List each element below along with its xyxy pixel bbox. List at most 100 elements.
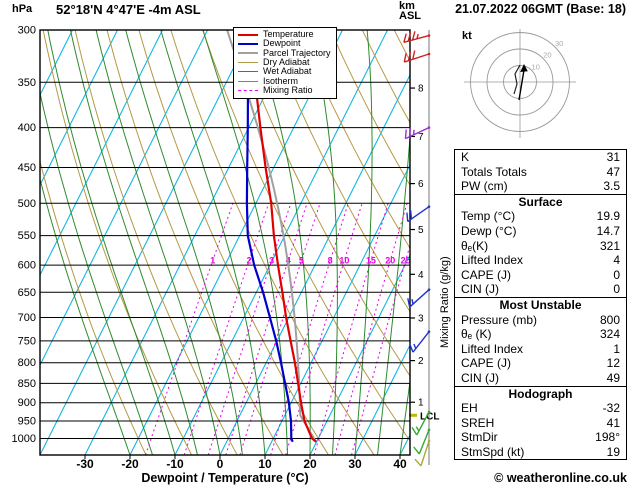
stat-value: 3.5 [603, 179, 620, 194]
stat-value: 198° [595, 430, 620, 445]
stat-label: CAPE (J) [461, 267, 512, 282]
stat-value: 800 [599, 312, 620, 327]
stat-row: PW (cm) 3.5 [455, 179, 626, 194]
hodograph-ring [486, 48, 554, 116]
hodograph-trace [513, 64, 521, 95]
km-tick-label: 8 [418, 84, 424, 95]
stat-row: EH -32 [455, 401, 626, 416]
legend-item: Dry Adiabat [238, 58, 331, 67]
legend-item: Parcel Trajectory [238, 47, 331, 58]
stat-value: 19 [606, 444, 620, 459]
legend-swatch [238, 62, 258, 64]
pressure-tick-label: 300 [18, 25, 36, 37]
stat-row: Temp (°C) 19.9 [455, 209, 626, 224]
km-tick-label: 6 [418, 179, 424, 190]
km-tick-label: 2 [418, 356, 424, 367]
dry-adiabat-lines [40, 30, 410, 455]
pressure-tick-label: 800 [18, 357, 36, 369]
stat-row: Lifted Index 4 [455, 253, 626, 268]
stat-label: K [461, 150, 470, 164]
wind-barb [413, 428, 431, 455]
pressure-tick-label: 750 [18, 335, 36, 347]
stat-row: Dewp (°C) 14.7 [455, 224, 626, 239]
pressure-tick-label: 850 [18, 378, 36, 390]
section-title: Most Unstable [455, 296, 626, 313]
legend-swatch [238, 42, 258, 45]
legend-label: Mixing Ratio [263, 84, 313, 95]
stat-row: CAPE (J) 0 [455, 268, 626, 283]
pressure-tick-label: 550 [18, 230, 36, 242]
mixing-ratio-label: 15 [366, 256, 376, 266]
km-tick-label: 3 [418, 313, 424, 324]
km-label-line1: km [399, 0, 415, 12]
stat-row: CIN (J) 49 [455, 371, 626, 386]
datetime-label: 21.07.2022 06GMT (Base: 18) [455, 2, 626, 16]
temp-tick-label: 30 [348, 457, 362, 471]
stat-label: Lifted Index [461, 341, 524, 356]
legend-label: Temperature [263, 29, 314, 40]
stat-label: EH [461, 401, 478, 416]
stat-row: Lifted Index 1 [455, 342, 626, 357]
legend-swatch [238, 71, 258, 73]
wind-barbs [403, 31, 431, 467]
wind-barb [403, 31, 431, 44]
stat-label: PW (cm) [461, 179, 508, 194]
plot-area: 1 2 3 4 5 8 10 15 20 25 [40, 30, 411, 455]
stat-value: 31 [606, 150, 620, 164]
mixing-ratio-label: 5 [299, 256, 304, 266]
pressure-unit-label: hPa [12, 3, 33, 15]
stat-label: Totals Totals [461, 164, 527, 179]
wind-barb [408, 330, 431, 353]
legend-item: Dewpoint [238, 39, 331, 48]
pressure-tick-label: 650 [18, 287, 36, 299]
stat-value: 4 [613, 253, 620, 268]
stat-row: CAPE (J) 12 [455, 356, 626, 371]
stat-value: 49 [606, 370, 620, 385]
stat-row: θₑ(K) 321 [455, 239, 626, 254]
pressure-tick-label: 500 [18, 198, 36, 210]
pressure-tick-label: 350 [18, 77, 36, 89]
wet-adiabat-lines [40, 30, 410, 455]
legend-label: Parcel Trajectory [263, 47, 331, 58]
stat-value: 12 [606, 356, 620, 371]
temperature-curve [250, 30, 317, 443]
stat-value: 19.9 [596, 209, 620, 224]
stat-label: StmDir [461, 430, 498, 445]
km-asl-ticks: 1 2 3 4 5 6 7 8 [410, 84, 424, 409]
legend-swatch [238, 52, 258, 55]
stat-label: CIN (J) [461, 370, 499, 385]
wind-barb [414, 439, 431, 467]
mixing-ratio-label: 25 [401, 256, 411, 266]
stat-value: 14.7 [596, 223, 620, 238]
stat-value: 324 [599, 327, 620, 342]
km-tick-label: 5 [418, 225, 424, 236]
skewt-chart: 1 2 3 4 5 8 10 15 20 25LCL30035040045050055060065… [12, 25, 440, 472]
mixing-ratio-label: 10 [339, 256, 349, 266]
temp-tick-label: 0 [217, 457, 224, 471]
stat-row: θₑ (K) 324 [455, 327, 626, 342]
stat-label: Temp (°C) [461, 209, 516, 224]
legend-swatch [238, 33, 258, 36]
pressure-tick-label: 600 [18, 260, 36, 272]
stat-value: 0 [613, 282, 620, 297]
stat-row: K 31 [455, 150, 626, 165]
storm-motion-arrowhead [520, 64, 528, 72]
stat-label: CIN (J) [461, 282, 499, 297]
mixing-ratio-label: 3 [269, 256, 274, 266]
mixing-ratio-label: 1 [210, 256, 215, 266]
pressure-tick-label: 950 [18, 416, 36, 428]
stat-row: Pressure (mb) 800 [455, 313, 626, 328]
hodograph-ring-label: 30 [555, 39, 563, 48]
copyright-label: © weatheronline.co.uk [494, 471, 627, 485]
temp-tick-label: -10 [166, 457, 184, 471]
temp-tick-label: -20 [121, 457, 139, 471]
stat-label: θₑ(K) [461, 238, 489, 253]
stat-value: -32 [602, 401, 620, 416]
stat-label: CAPE (J) [461, 356, 512, 371]
hodograph-ring-label: 10 [532, 62, 540, 71]
plot-frame [39, 29, 411, 456]
legend-swatch [238, 80, 258, 82]
pressure-tick-label: 400 [18, 122, 36, 134]
